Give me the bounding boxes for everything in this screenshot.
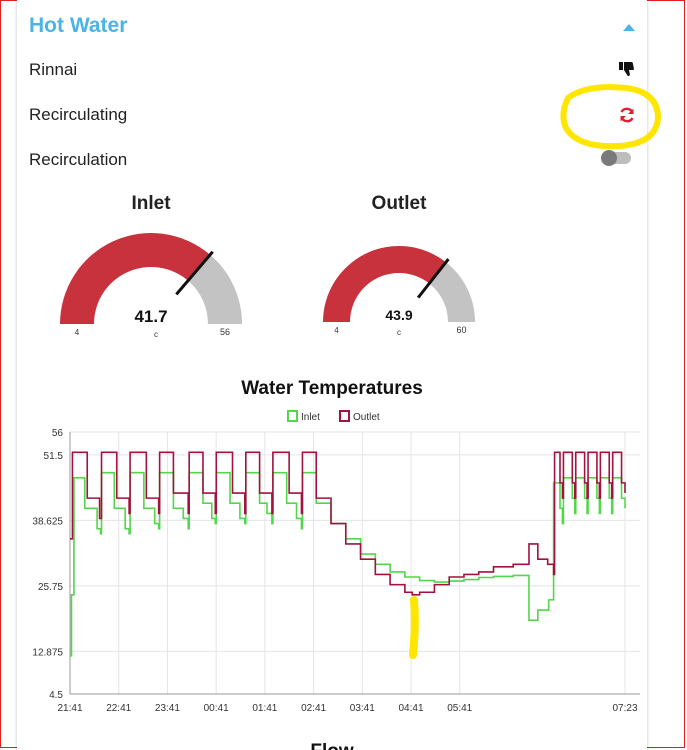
toggle-knob[interactable] bbox=[601, 150, 617, 166]
chart-lines bbox=[70, 451, 626, 657]
y-tick-label: 4.5 bbox=[49, 690, 63, 701]
gauge-max: 60 bbox=[456, 325, 466, 335]
legend-label-inlet: Inlet bbox=[301, 412, 320, 423]
y-tick-label: 38.625 bbox=[32, 516, 63, 527]
gauge-value: 41.7 bbox=[134, 307, 167, 326]
gauge-background bbox=[188, 254, 242, 324]
x-tick-label: 03:41 bbox=[350, 703, 375, 714]
thumbs-down-icon bbox=[619, 62, 634, 76]
legend-label-outlet: Outlet bbox=[353, 412, 380, 423]
x-tick-label: 22:41 bbox=[106, 703, 131, 714]
gauge-outlet: 43.9 c 4 60 bbox=[323, 246, 475, 337]
chart-axes: 56 51.5 38.625 25.75 12.875 4.5 21:41 22:41 23:4… bbox=[32, 428, 640, 714]
row-label-recirculation: Recirculation bbox=[29, 150, 128, 169]
gauge-min: 4 bbox=[75, 328, 80, 337]
legend-swatch-outlet bbox=[339, 410, 350, 422]
chart-legend: Inlet Outlet bbox=[287, 410, 380, 423]
y-tick-label: 51.5 bbox=[44, 451, 64, 462]
gauge-min: 4 bbox=[334, 326, 339, 335]
gauge-title-inlet: Inlet bbox=[131, 193, 171, 214]
x-tick-label: 00:41 bbox=[204, 703, 229, 714]
x-tick-label: 05:41 bbox=[447, 703, 472, 714]
row-label-recirculating: Recirculating bbox=[29, 105, 128, 124]
y-tick-label: 56 bbox=[52, 428, 64, 439]
row-label-rinnai: Rinnai bbox=[29, 60, 78, 79]
water-temperature-chart: Water Temperatures Inlet Outlet 56 51.5 38.… bbox=[32, 378, 640, 750]
gauge-max: 56 bbox=[220, 327, 230, 337]
series-line-inlet bbox=[70, 471, 626, 657]
gauge-inlet: 41.7 c 4 56 bbox=[60, 233, 242, 339]
x-tick-label: 02:41 bbox=[301, 703, 326, 714]
y-tick-label: 12.875 bbox=[32, 647, 63, 658]
gauge-fill bbox=[60, 233, 211, 324]
refresh-icon bbox=[620, 107, 634, 123]
y-tick-label: 25.75 bbox=[38, 582, 63, 593]
group-title[interactable]: Hot Water bbox=[29, 14, 128, 37]
gauge-title-outlet: Outlet bbox=[371, 193, 427, 214]
gauge-background bbox=[429, 262, 475, 322]
legend-swatch-inlet bbox=[287, 410, 298, 422]
yellow-marker-stroke bbox=[409, 596, 419, 659]
gauge-units: c bbox=[154, 330, 158, 339]
highlight-circle-annotation bbox=[560, 84, 662, 150]
gauge-needle bbox=[175, 250, 214, 296]
next-section-title: Flow bbox=[310, 741, 353, 750]
x-tick-label: 04:41 bbox=[399, 703, 424, 714]
series-line-outlet bbox=[70, 451, 626, 596]
x-tick-label: 07:23 bbox=[612, 703, 637, 714]
x-tick-label: 21:41 bbox=[57, 703, 82, 714]
chart-title: Water Temperatures bbox=[241, 378, 423, 399]
x-tick-label: 23:41 bbox=[155, 703, 180, 714]
collapse-caret-icon[interactable] bbox=[623, 24, 635, 31]
gauge-value: 43.9 bbox=[385, 307, 412, 323]
gauge-needle bbox=[416, 258, 450, 299]
x-tick-label: 01:41 bbox=[252, 703, 277, 714]
yellow-marker-annotation bbox=[409, 596, 419, 659]
gauge-units: c bbox=[397, 328, 401, 337]
gauge-fill bbox=[323, 246, 446, 322]
dashboard-group-panel bbox=[17, 0, 647, 750]
